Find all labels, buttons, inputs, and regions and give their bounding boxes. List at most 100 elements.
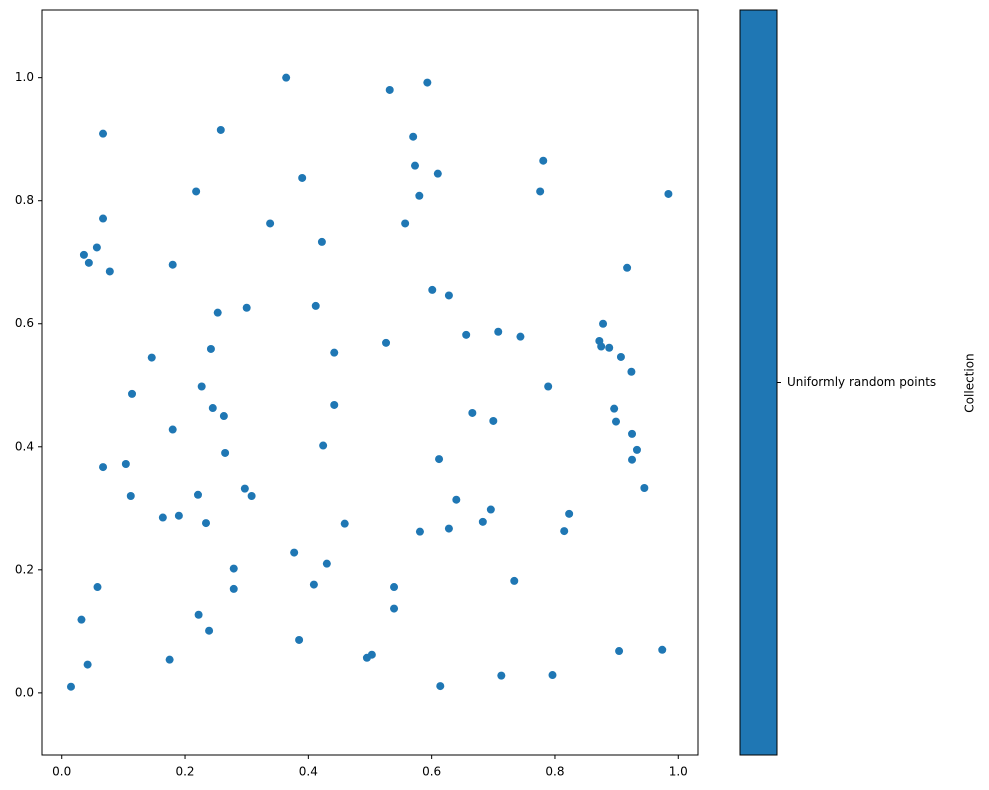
- point: [121, 460, 130, 469]
- point: [612, 417, 620, 426]
- point: [597, 342, 606, 351]
- point: [497, 671, 506, 680]
- point: [478, 517, 487, 526]
- point: [664, 189, 673, 198]
- point: [623, 263, 632, 272]
- plot-frame: [41, 9, 699, 756]
- point: [435, 455, 444, 464]
- point: [385, 85, 394, 94]
- point: [415, 527, 424, 536]
- point: [295, 635, 304, 644]
- point: [340, 519, 349, 528]
- point: [489, 416, 498, 425]
- point: [174, 511, 183, 520]
- point: [433, 169, 442, 178]
- point: [92, 243, 101, 252]
- point: [444, 524, 453, 533]
- point: [213, 308, 222, 317]
- point: [208, 404, 217, 413]
- point: [322, 559, 331, 568]
- point: [628, 429, 637, 438]
- colorbar-label: Collection: [963, 353, 977, 412]
- point: [415, 191, 424, 200]
- point: [560, 527, 569, 536]
- point: [494, 327, 503, 336]
- point: [147, 353, 156, 362]
- point: [510, 576, 519, 585]
- point: [627, 367, 636, 376]
- point: [311, 301, 320, 310]
- point: [610, 404, 619, 413]
- point: [168, 425, 177, 434]
- point: [401, 219, 410, 228]
- y-tick-label: 0.4: [15, 439, 34, 453]
- point: [99, 463, 108, 472]
- point: [367, 650, 376, 659]
- point: [282, 73, 291, 82]
- point: [247, 492, 256, 501]
- point: [436, 682, 445, 691]
- point: [544, 382, 553, 391]
- y-tick-label: 0.6: [15, 316, 34, 330]
- point: [205, 626, 214, 635]
- point: [390, 604, 399, 613]
- point: [309, 580, 318, 589]
- point: [605, 343, 614, 352]
- point: [221, 448, 230, 457]
- point: [84, 258, 93, 267]
- x-tick-label: 0.4: [299, 765, 318, 779]
- point: [192, 187, 201, 196]
- point: [565, 509, 574, 518]
- point: [330, 400, 339, 409]
- point: [83, 660, 92, 669]
- point: [93, 583, 102, 592]
- point: [599, 319, 608, 328]
- point: [206, 344, 215, 353]
- point: [193, 490, 202, 499]
- point: [468, 408, 477, 417]
- point: [539, 156, 548, 165]
- point: [548, 671, 557, 680]
- point: [317, 237, 326, 246]
- x-tick-label: 0.8: [545, 765, 564, 779]
- colorbar-tick-label: Uniformly random points: [787, 375, 936, 389]
- point: [216, 125, 225, 134]
- x-tick-label: 0.6: [422, 765, 441, 779]
- point: [202, 519, 210, 528]
- point: [229, 584, 238, 593]
- point: [632, 445, 641, 454]
- point: [99, 129, 108, 138]
- point: [219, 412, 228, 421]
- point: [77, 615, 86, 624]
- point: [266, 219, 275, 228]
- point: [382, 338, 391, 347]
- point: [168, 260, 177, 269]
- point: [158, 513, 167, 522]
- point: [290, 548, 299, 557]
- point: [330, 348, 339, 357]
- y-tick-label: 0.0: [15, 685, 34, 699]
- point: [658, 645, 667, 654]
- point: [99, 214, 108, 223]
- point: [165, 655, 174, 664]
- point: [229, 564, 238, 573]
- point: [409, 132, 418, 141]
- y-tick-label: 0.2: [15, 562, 34, 576]
- point: [242, 303, 251, 312]
- point: [105, 267, 114, 276]
- point: [194, 610, 203, 619]
- x-tick-label: 0.0: [52, 765, 71, 779]
- x-tick-label: 1.0: [669, 765, 688, 779]
- x-tick-label: 0.2: [175, 765, 194, 779]
- point: [126, 492, 135, 501]
- point: [390, 583, 399, 592]
- point: [79, 250, 88, 259]
- point: [486, 505, 495, 514]
- point: [240, 484, 249, 493]
- point: [616, 352, 625, 361]
- point: [444, 291, 453, 300]
- point: [197, 382, 206, 391]
- y-tick-label: 0.8: [15, 193, 34, 207]
- point: [128, 389, 137, 398]
- point: [452, 495, 461, 504]
